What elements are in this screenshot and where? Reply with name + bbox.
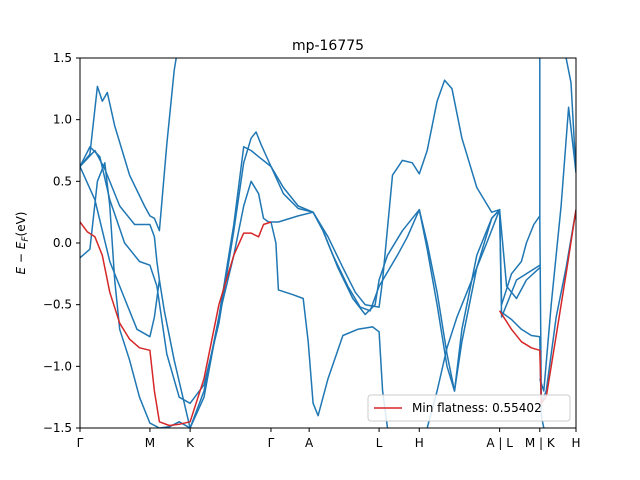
highlighted-band-line	[80, 221, 272, 427]
y-axis-label-unit: (eV)	[14, 211, 28, 236]
y-tick-label: 0.0	[53, 236, 72, 250]
x-tick-label: A	[305, 436, 314, 450]
band-line	[189, 180, 501, 428]
y-axis-label: E − EF(eV)	[14, 211, 31, 274]
band-line	[539, 58, 576, 392]
band-line	[539, 58, 576, 405]
y-axis-ticks: 1.5 1.0 0.5 0.0 −0.5 −1.0 −1.5	[43, 51, 80, 435]
x-tick-label: A | L	[486, 436, 513, 450]
y-tick-label: −0.5	[43, 298, 72, 312]
x-tick-label: H	[571, 436, 580, 450]
x-tick-label: M	[145, 436, 155, 450]
highlighted-band-line	[498, 209, 576, 405]
legend-box	[367, 394, 571, 422]
y-axis-label-subscript: F	[21, 236, 31, 242]
band-line	[270, 221, 389, 428]
band-line	[80, 166, 161, 338]
band-line	[80, 79, 541, 405]
y-tick-label: −1.5	[43, 421, 72, 435]
legend: Min flatness: 0.55402	[367, 394, 571, 422]
y-tick-label: 1.0	[53, 113, 72, 127]
y-axis-label-main: E − E	[14, 241, 28, 274]
x-tick-label: M | K	[525, 436, 556, 450]
band-line	[426, 208, 541, 428]
chart-title: mp-16775	[292, 38, 364, 54]
y-tick-label: −1.0	[43, 359, 72, 373]
bands-layer	[80, 58, 576, 428]
legend-label: Min flatness: 0.55402	[412, 401, 542, 415]
band-line	[80, 58, 177, 232]
x-tick-label: K	[186, 436, 195, 450]
plot-frame	[79, 57, 577, 429]
band-line	[80, 162, 191, 428]
x-tick-label: Γ	[77, 436, 84, 450]
y-tick-label: 0.5	[53, 174, 72, 188]
x-tick-label: Γ	[268, 436, 275, 450]
x-axis-ticks: Γ M K Γ A L H A | L M | K H	[77, 428, 581, 450]
x-tick-label: L	[376, 436, 383, 450]
y-tick-label: 1.5	[53, 51, 72, 65]
x-tick-label: H	[415, 436, 424, 450]
